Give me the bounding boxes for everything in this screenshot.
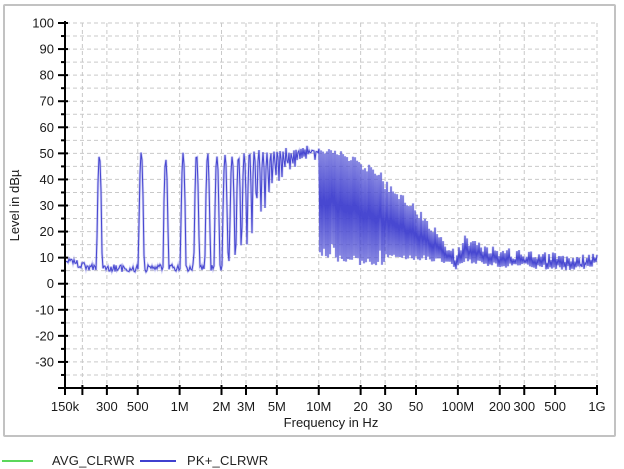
pk-trace-line — [66, 145, 598, 274]
y-tick-label: 90 — [40, 42, 54, 57]
y-tick-label: -10 — [35, 302, 54, 317]
x-tick-label: 2M — [212, 399, 230, 414]
legend-item-avg-clrwr: AVG_CLRWR — [2, 452, 135, 469]
x-tick-label: 200 — [489, 399, 511, 414]
spectrum-chart-panel: 100 90 80 70 60 50 40 30 20 10 0 -10 -20 -30 150k 300 50… — [3, 4, 616, 437]
avg-trace-color-swatch — [2, 459, 33, 462]
y-tick-label: 10 — [40, 250, 54, 265]
y-tick-label: 60 — [40, 120, 54, 135]
x-tick-label: 3M — [237, 399, 255, 414]
y-tick-label: -30 — [35, 354, 54, 369]
legend: AVG_CLRWR PK+_CLRWR — [0, 452, 624, 469]
x-tick-label: 5M — [268, 399, 286, 414]
pk-trace-color-swatch — [140, 459, 176, 462]
legend-item-pk-clrwr: PK+_CLRWR — [140, 452, 268, 469]
y-tick-label: 80 — [40, 68, 54, 83]
x-tick-label: 20 — [353, 399, 367, 414]
x-tick-label: 100M — [442, 399, 475, 414]
x-axis-title: Frequency in Hz — [284, 415, 379, 430]
y-tick-label: 30 — [40, 198, 54, 213]
y-tick-label: 0 — [47, 276, 54, 291]
y-tick-label: -20 — [35, 328, 54, 343]
x-tick-label: 500 — [127, 399, 149, 414]
plot-grid — [66, 22, 598, 387]
y-axis-title: Level in dBµ — [7, 169, 22, 241]
x-tick-label: 150k — [51, 399, 80, 414]
x-tick-label: 500 — [544, 399, 566, 414]
y-tick-label: 20 — [40, 224, 54, 239]
x-tick-label: 300 — [513, 399, 535, 414]
x-tick-label: 1G — [588, 399, 605, 414]
avg-trace-label: AVG_CLRWR — [52, 453, 135, 468]
x-tick-label: 10M — [306, 399, 331, 414]
pk-trace-label: PK+_CLRWR — [187, 453, 269, 468]
pk-trace — [66, 145, 599, 276]
x-tick-label: 50 — [409, 399, 423, 414]
y-tick-label: 40 — [40, 172, 54, 187]
y-tick-label: 70 — [40, 94, 54, 109]
y-tick-label: 50 — [40, 146, 54, 161]
x-tick-label: 1M — [171, 399, 189, 414]
axis-titles: Frequency in Hz Level in dBµ — [7, 169, 378, 430]
x-tick-label: 300 — [96, 399, 118, 414]
x-axis-ticks: 150k 300 500 1M 2M 3M 5M 10M 20 30 50 100M 200 300 500… — [51, 385, 606, 414]
y-tick-label: 100 — [32, 16, 54, 31]
x-tick-label: 30 — [378, 399, 392, 414]
